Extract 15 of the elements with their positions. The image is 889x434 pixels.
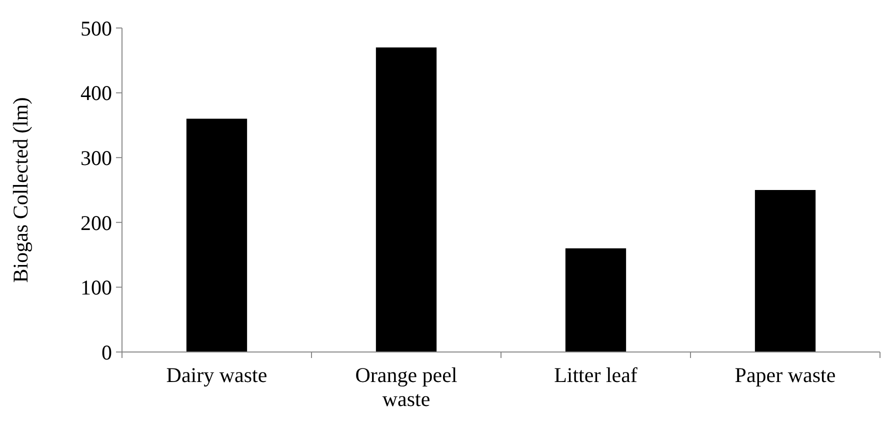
y-tick-label: 400 (80, 81, 112, 106)
y-tick-label: 300 (80, 146, 112, 170)
bar (186, 118, 248, 352)
x-tick-label: Paper waste (734, 363, 836, 387)
bar (565, 248, 626, 352)
y-axis-title: Biogas Collected (lm) (8, 97, 32, 283)
y-tick-label: 200 (80, 210, 112, 235)
y-tick-label: 500 (80, 16, 112, 40)
x-tick-label: Litter leaf (554, 363, 638, 387)
y-tick-label: 100 (80, 276, 112, 300)
x-tick-label: Dairy waste (166, 363, 268, 387)
bar (754, 190, 816, 352)
x-tick-label: Orange peel waste (355, 363, 458, 411)
y-tick-label: 0 (102, 340, 112, 364)
bar (376, 47, 437, 352)
